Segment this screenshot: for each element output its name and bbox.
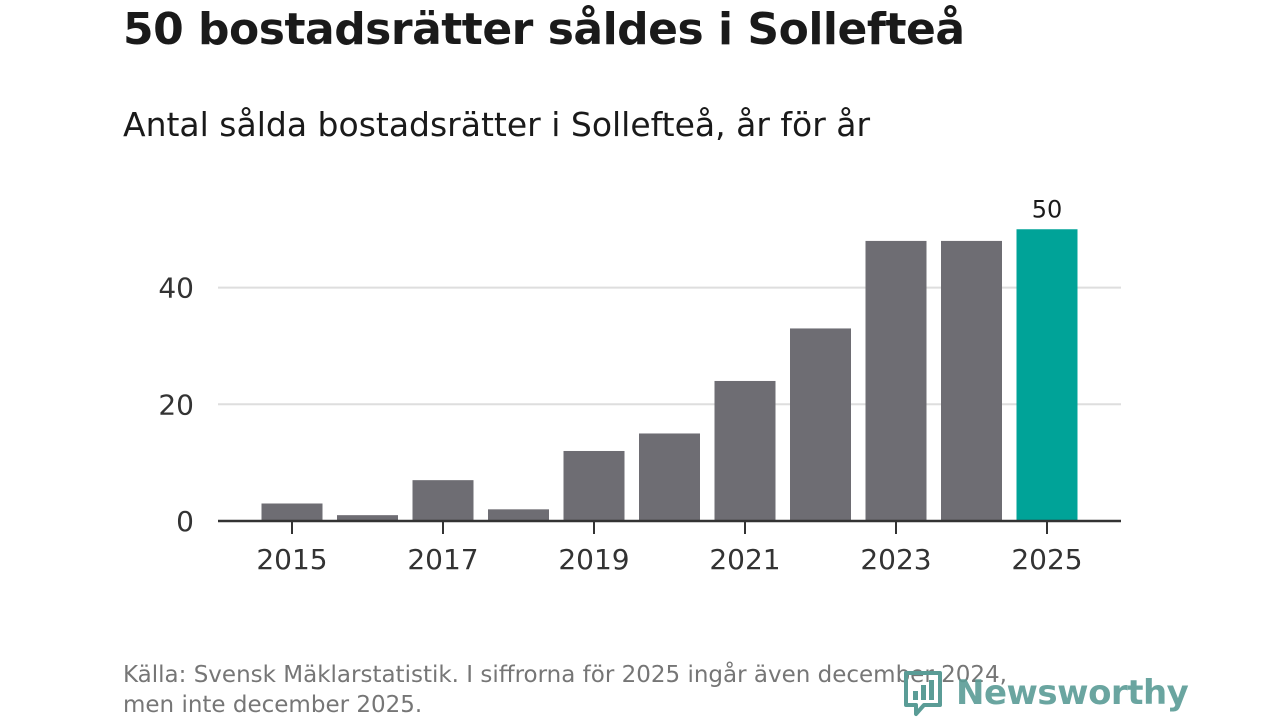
x-tick-label-2017: 2017 [407,543,478,576]
newsworthy-logo: Newsworthy [902,668,1189,718]
y-tick-label-20: 20 [158,388,194,421]
x-tick-label-2019: 2019 [558,543,629,576]
x-tick-label-2023: 2023 [860,543,931,576]
y-tick-label-40: 40 [158,272,194,305]
bar-2022 [790,328,851,521]
chart-subtitle: Antal sålda bostadsrätter i Sollefteå, å… [123,105,871,144]
data-label-2025: 50 [1032,195,1063,223]
bar-2023 [865,240,927,522]
bar-2025 [1016,229,1078,521]
bar-2018 [488,509,549,521]
source-note-line-1: Källa: Svensk Mäklarstatistik. I siffror… [123,662,1007,688]
x-tick-label-2021: 2021 [709,543,780,576]
bar-2016 [337,515,398,521]
newsworthy-logo-text: Newsworthy [956,673,1189,713]
bar-2019 [563,450,625,521]
source-note-line-2: men inte december 2025. [123,692,423,718]
newsworthy-logo-icon [904,671,942,716]
y-tick-label-0: 0 [176,505,194,538]
bar-2020 [639,433,700,521]
bar-2015 [261,503,323,521]
x-tick-label-2025: 2025 [1011,543,1082,576]
source-note: Källa: Svensk Mäklarstatistik. I siffror… [123,660,1123,720]
chart-title: 50 bostadsrätter såldes i Sollefteå [123,4,965,55]
bar-2024 [941,240,1002,522]
x-tick-label-2015: 2015 [256,543,327,576]
bar-2017 [412,480,474,521]
bar-2021 [714,380,776,521]
